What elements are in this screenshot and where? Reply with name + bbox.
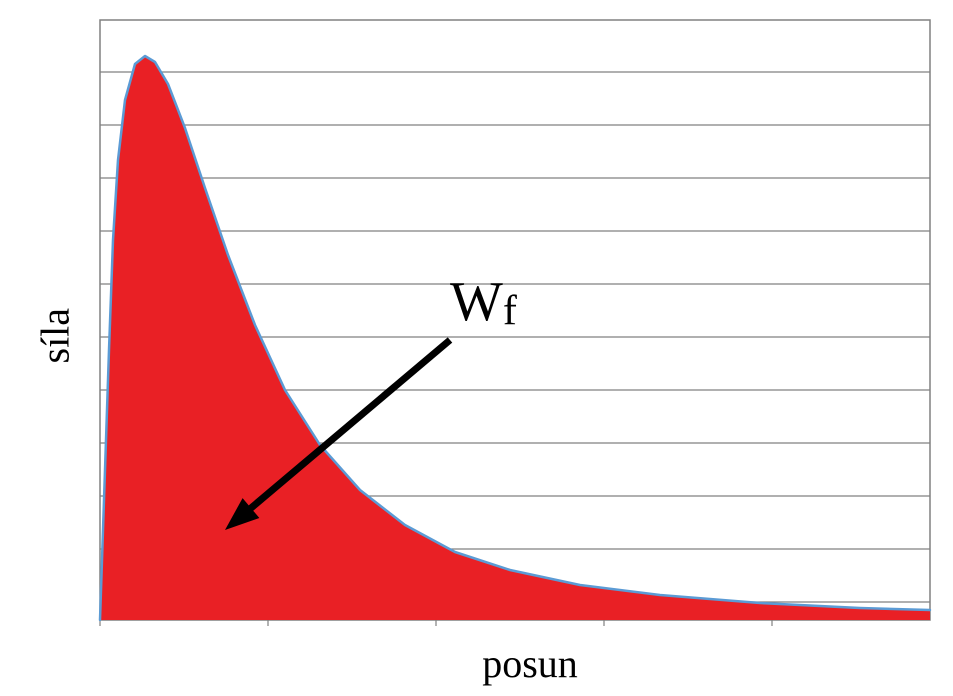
y-axis-label: síla (32, 284, 79, 364)
chart-container: síla posun Wf (0, 0, 953, 696)
x-axis-label: posun (430, 640, 630, 687)
annotation-main-text: W (450, 271, 503, 333)
force-displacement-chart (0, 0, 953, 696)
annotation-sub-text: f (503, 288, 517, 334)
annotation-label-wf: Wf (450, 270, 517, 335)
